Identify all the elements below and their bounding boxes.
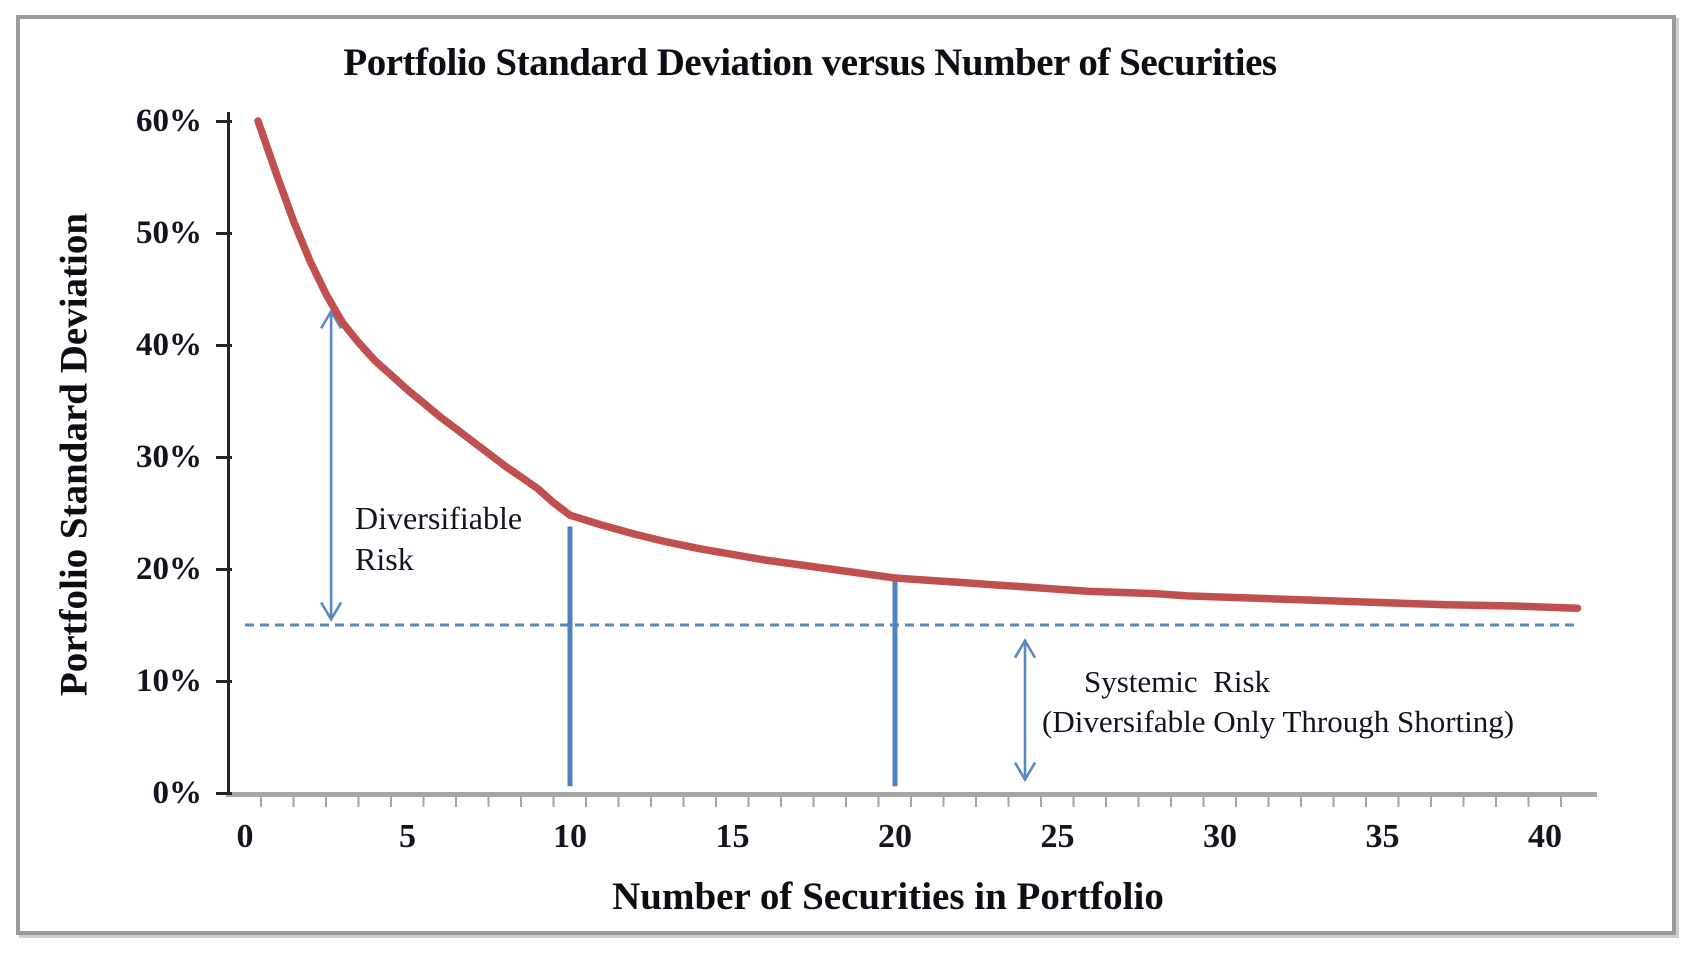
diversifiable-risk-arrow [320, 308, 343, 622]
y-tick-label-40: 40% [136, 326, 202, 363]
y-tick-10 [216, 680, 232, 683]
y-tick-40 [216, 344, 232, 347]
y-tick-label-0: 0% [152, 774, 203, 811]
x-tick-label-5: 5 [399, 818, 416, 855]
y-tick-50 [216, 232, 232, 235]
y-tick-60 [216, 120, 232, 123]
diversifiable-risk-label-line2: Risk [355, 540, 414, 577]
systemic-risk-arrow [1013, 638, 1037, 783]
x-tick-label-0: 0 [236, 818, 254, 855]
y-tick-30 [216, 456, 232, 459]
x-tick-label-15: 15 [715, 818, 750, 855]
systemic-risk-label: Systemic Risk (Diversifable Only Through… [1042, 662, 1514, 741]
y-tick-label-50: 50% [136, 214, 202, 251]
x-axis-minor-ticks [260, 797, 1563, 807]
y-tick-0 [216, 792, 232, 795]
x-tick-label-40: 40 [1528, 818, 1562, 855]
y-tick-label-30: 30% [136, 438, 202, 475]
y-tick-label-10: 10% [136, 662, 202, 699]
chart-frame-border [16, 15, 1676, 935]
y-tick-label-60: 60% [136, 102, 202, 139]
portfolio-std-dev-curve [254, 117, 1582, 612]
x-tick-label-10: 10 [553, 818, 587, 855]
x-axis-title: Number of Securities in Portfolio [612, 875, 1164, 918]
x-tick-label-20: 20 [878, 818, 912, 855]
x-tick-label-35: 35 [1365, 818, 1400, 855]
chart-title: Portfolio Standard Deviation versus Numb… [343, 41, 1277, 84]
x-axis-line [226, 792, 1597, 797]
diversifiable-risk-label-line1: Diversifiable [355, 500, 523, 536]
x-tick-label-30: 30 [1203, 818, 1237, 855]
y-tick-20 [216, 568, 232, 571]
y-tick-label-20: 20% [136, 550, 202, 587]
systemic-risk-label-line1: Systemic Risk [1084, 664, 1271, 699]
y-axis-line [227, 112, 230, 794]
x-tick-label-25: 25 [1040, 818, 1075, 855]
systemic-risk-label-line2: (Diversifable Only Through Shorting) [1042, 703, 1515, 739]
diversifiable-risk-label: Diversifiable Risk [355, 498, 522, 580]
